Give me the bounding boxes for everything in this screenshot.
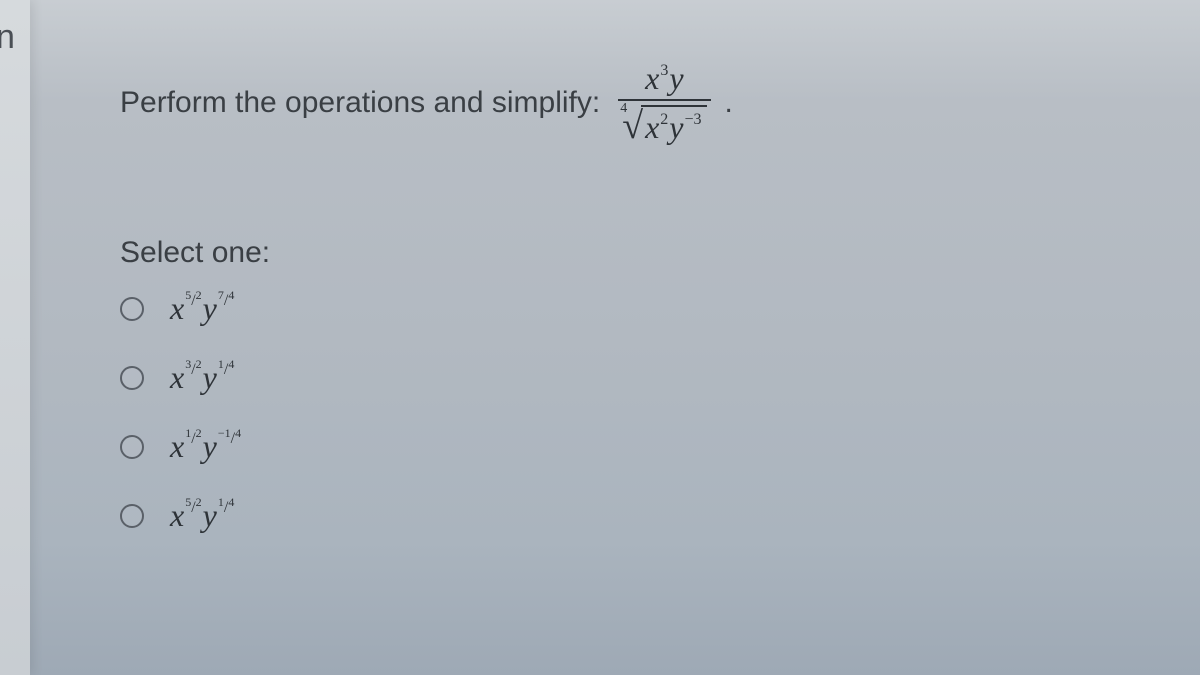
radio-b[interactable] bbox=[120, 366, 144, 390]
radio-a[interactable] bbox=[120, 297, 144, 321]
expression-fraction: x3y 4 √ x2y−3 bbox=[618, 60, 710, 146]
denominator: 4 √ x2y−3 bbox=[618, 99, 710, 146]
opt-b-e2b: 4 bbox=[228, 357, 234, 371]
opt-c-b2: y bbox=[203, 428, 217, 464]
root: 4 √ x2y−3 bbox=[622, 105, 706, 146]
option-d-math: x5/2y1/4 bbox=[170, 497, 235, 534]
radio-d[interactable] bbox=[120, 504, 144, 528]
opt-a-b1: x bbox=[170, 290, 184, 326]
opt-b-e2t: 1 bbox=[218, 357, 224, 371]
opt-a-e1t: 5 bbox=[185, 288, 191, 302]
prompt-text: Perform the operations and simplify: bbox=[120, 86, 600, 120]
num-exp1: 3 bbox=[660, 62, 668, 79]
option-a-math: x5/2y7/4 bbox=[170, 290, 235, 327]
opt-c-neg: − bbox=[218, 426, 225, 440]
option-c-math: x1/2y−1/4 bbox=[170, 428, 242, 465]
rad-exp1: 2 bbox=[660, 111, 668, 128]
num-base2: y bbox=[669, 60, 683, 96]
root-index: 4 bbox=[620, 101, 627, 117]
period: . bbox=[725, 86, 733, 120]
opt-a-e2t: 7 bbox=[218, 288, 224, 302]
opt-c-e2b: 4 bbox=[235, 426, 241, 440]
rad-base2: y bbox=[669, 109, 683, 145]
opt-a-b2: y bbox=[203, 290, 217, 326]
opt-d-e1b: 2 bbox=[196, 495, 202, 509]
radicand: x2y−3 bbox=[641, 105, 706, 146]
opt-d-e2b: 4 bbox=[228, 495, 234, 509]
opt-d-b1: x bbox=[170, 497, 184, 533]
select-one-label: Select one: bbox=[120, 236, 733, 270]
opt-c-e1t: 1 bbox=[185, 426, 191, 440]
opt-b-b1: x bbox=[170, 359, 184, 395]
opt-b-b2: y bbox=[203, 359, 217, 395]
prompt-line: Perform the operations and simplify: x3y… bbox=[120, 60, 733, 146]
opt-c-e2t: 1 bbox=[225, 426, 231, 440]
option-d[interactable]: x5/2y1/4 bbox=[120, 497, 733, 534]
opt-a-e1b: 2 bbox=[196, 288, 202, 302]
option-b-math: x3/2y1/4 bbox=[170, 359, 235, 396]
question-content: Perform the operations and simplify: x3y… bbox=[120, 60, 733, 566]
option-a[interactable]: x5/2y7/4 bbox=[120, 290, 733, 327]
option-c[interactable]: x1/2y−1/4 bbox=[120, 428, 733, 465]
rad-base1: x bbox=[645, 109, 659, 145]
opt-d-b2: y bbox=[203, 497, 217, 533]
rad-exp2: −3 bbox=[685, 111, 702, 128]
opt-c-b1: x bbox=[170, 428, 184, 464]
opt-d-e2t: 1 bbox=[218, 495, 224, 509]
numerator: x3y bbox=[637, 60, 691, 99]
opt-b-e1b: 2 bbox=[196, 357, 202, 371]
num-base1: x bbox=[645, 60, 659, 96]
left-gutter bbox=[0, 0, 30, 675]
opt-d-e1t: 5 bbox=[185, 495, 191, 509]
radio-c[interactable] bbox=[120, 435, 144, 459]
opt-a-e2b: 4 bbox=[228, 288, 234, 302]
opt-b-e1t: 3 bbox=[185, 357, 191, 371]
option-b[interactable]: x3/2y1/4 bbox=[120, 359, 733, 396]
edge-letter: n bbox=[0, 18, 15, 57]
opt-c-e1b: 2 bbox=[196, 426, 202, 440]
